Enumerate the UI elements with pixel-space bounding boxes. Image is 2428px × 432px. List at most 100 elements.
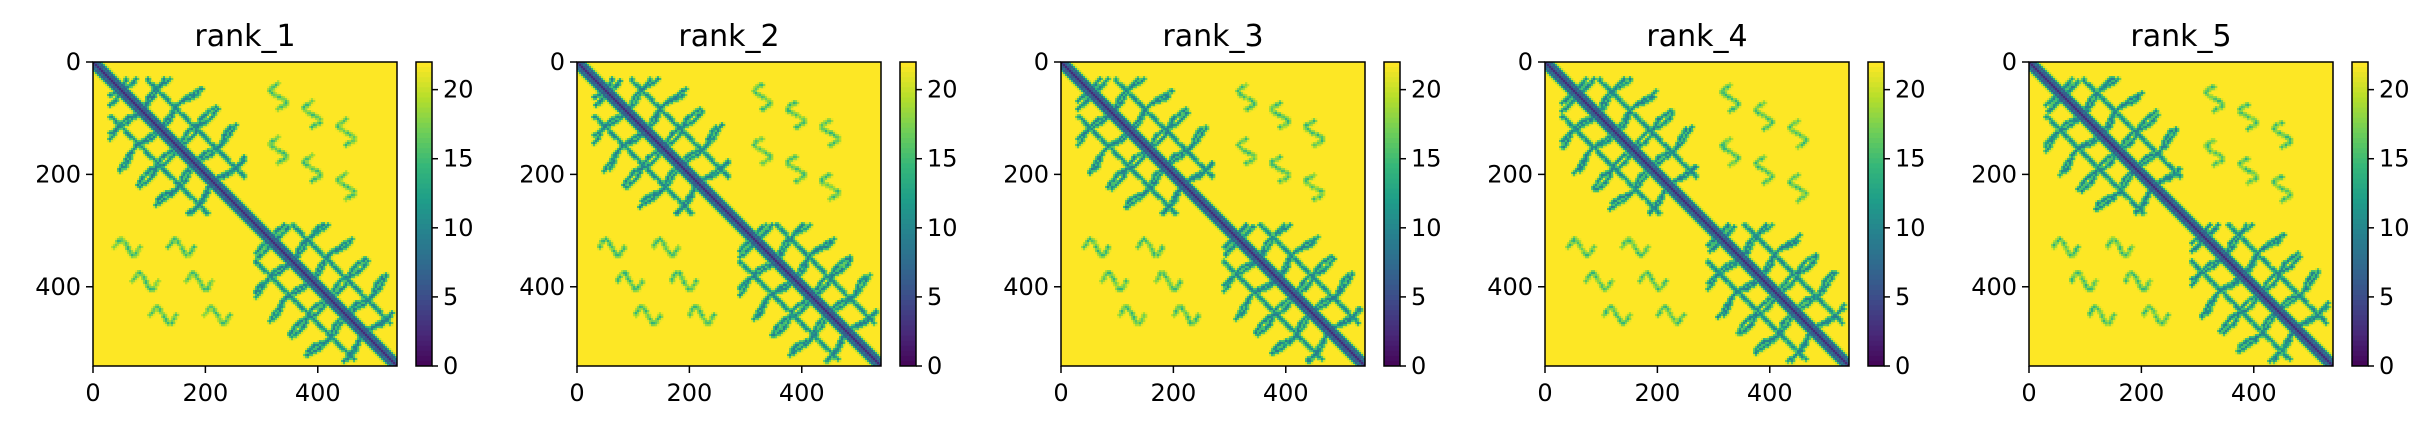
heatmap-cell bbox=[327, 288, 330, 291]
heatmap-cell bbox=[111, 82, 114, 85]
heatmap-cell bbox=[315, 292, 318, 295]
heatmap-cell bbox=[173, 188, 176, 191]
heatmap-cell bbox=[315, 250, 318, 253]
heatmap-cell bbox=[137, 274, 140, 277]
heatmap-cell bbox=[293, 264, 296, 267]
heatmap-cell bbox=[107, 104, 110, 107]
heatmap-cell bbox=[179, 98, 182, 101]
heatmap-cell bbox=[201, 208, 204, 211]
heatmap-cell bbox=[123, 94, 126, 97]
heatmap-cell bbox=[341, 124, 344, 127]
heatmap-cell bbox=[319, 268, 322, 271]
heatmap-cell bbox=[341, 178, 344, 181]
heatmap-cell bbox=[151, 94, 154, 97]
heatmap-cell bbox=[301, 164, 304, 167]
heatmap-cell bbox=[321, 232, 324, 235]
heatmap-cell bbox=[125, 154, 128, 157]
heatmap-cell bbox=[321, 250, 324, 253]
heatmap-cell bbox=[201, 196, 204, 199]
heatmap-cell bbox=[283, 260, 286, 263]
heatmap-cell bbox=[197, 120, 200, 123]
heatmap-cell bbox=[205, 190, 208, 193]
heatmap-cell bbox=[153, 88, 156, 91]
heatmap-cell bbox=[191, 128, 194, 131]
heatmap-cell bbox=[203, 174, 206, 177]
heatmap-cell bbox=[377, 282, 380, 285]
heatmap-cell bbox=[365, 304, 368, 307]
heatmap-cell bbox=[283, 246, 286, 249]
heatmap-cell bbox=[303, 246, 306, 249]
heatmap-cell bbox=[353, 286, 356, 289]
heatmap-cell bbox=[341, 302, 344, 305]
heatmap-cell bbox=[311, 110, 314, 113]
heatmap-cell bbox=[349, 138, 352, 141]
heatmap-cell bbox=[199, 178, 202, 181]
heatmap-cell bbox=[215, 186, 218, 189]
heatmap-cell bbox=[335, 302, 338, 305]
heatmap-cell bbox=[295, 304, 298, 307]
heatmap-cell bbox=[197, 132, 200, 135]
heatmap-cell bbox=[175, 192, 178, 195]
heatmap-cell bbox=[265, 280, 268, 283]
heatmap-cell bbox=[185, 184, 188, 187]
heatmap-cell bbox=[217, 196, 220, 199]
heatmap-cell bbox=[189, 94, 192, 97]
heatmap-cell bbox=[281, 310, 284, 313]
heatmap-cell bbox=[347, 274, 350, 277]
heatmap-cell bbox=[327, 224, 330, 227]
heatmap-cell bbox=[131, 154, 134, 157]
heatmap-cell bbox=[159, 84, 162, 87]
heatmap-cell bbox=[203, 196, 206, 199]
heatmap-cell bbox=[213, 308, 216, 311]
heatmap-cell bbox=[183, 142, 186, 145]
heatmap-cell bbox=[229, 172, 232, 175]
heatmap-cell bbox=[337, 280, 340, 283]
heatmap-cell bbox=[175, 244, 178, 247]
heatmap-cell bbox=[335, 288, 338, 291]
heatmap-cell bbox=[227, 154, 230, 157]
heatmap-cell bbox=[173, 144, 176, 147]
heatmap-cell bbox=[307, 288, 310, 291]
heatmap-cell bbox=[225, 142, 228, 145]
heatmap-cell bbox=[351, 284, 354, 287]
heatmap-cell bbox=[159, 124, 162, 127]
heatmap-cell bbox=[307, 282, 310, 285]
heatmap-cell bbox=[303, 288, 306, 291]
heatmap-cell bbox=[267, 244, 270, 247]
heatmap-cell bbox=[115, 244, 118, 247]
heatmap-cell bbox=[257, 244, 260, 247]
heatmap-cell bbox=[189, 280, 192, 283]
heatmap-cell bbox=[219, 190, 222, 193]
heatmap-cell bbox=[121, 80, 124, 83]
heatmap-cell bbox=[177, 192, 180, 195]
heatmap-cell bbox=[215, 108, 218, 111]
heatmap-cell bbox=[161, 200, 164, 203]
heatmap-cell bbox=[349, 192, 352, 195]
heatmap-cell bbox=[281, 298, 284, 301]
heatmap-cell bbox=[127, 76, 130, 79]
heatmap-cell bbox=[269, 282, 272, 285]
heatmap-cell bbox=[167, 248, 170, 251]
heatmap-cell bbox=[127, 114, 130, 117]
heatmap-cell bbox=[121, 242, 124, 245]
heatmap-cell bbox=[317, 126, 320, 129]
heatmap-cell bbox=[231, 200, 234, 203]
heatmap-cell bbox=[305, 280, 308, 283]
heatmap-cell bbox=[157, 116, 160, 119]
heatmap-cell bbox=[301, 262, 304, 265]
heatmap-cell bbox=[199, 134, 202, 137]
heatmap-cell bbox=[183, 112, 186, 115]
heatmap-cell bbox=[375, 302, 378, 305]
heatmap-cell bbox=[147, 132, 150, 135]
heatmap-cell bbox=[153, 168, 156, 171]
heatmap-cell bbox=[303, 252, 306, 255]
heatmap-cell bbox=[283, 266, 286, 269]
heatmap-cell bbox=[145, 182, 148, 185]
heatmap-cell bbox=[151, 136, 154, 139]
heatmap-cell bbox=[137, 248, 140, 251]
heatmap-cell bbox=[271, 142, 274, 145]
heatmap-cell bbox=[169, 196, 172, 199]
heatmap-cell bbox=[341, 278, 344, 281]
heatmap-cell bbox=[189, 142, 192, 145]
heatmap-cell bbox=[217, 186, 220, 189]
